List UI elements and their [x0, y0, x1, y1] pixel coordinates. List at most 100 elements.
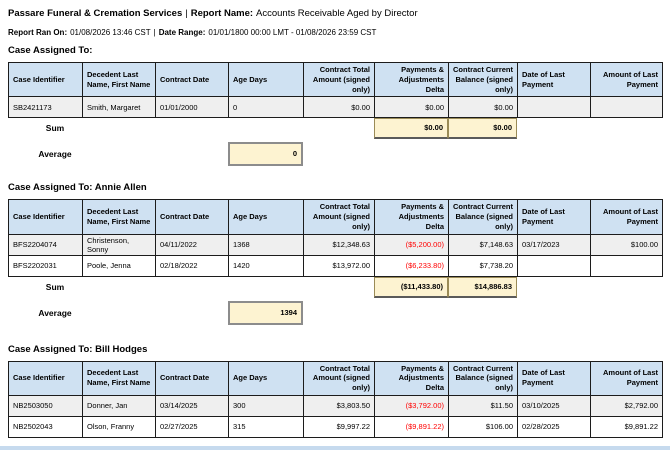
col-header-current-balance: Contract Current Balance (signed only) [448, 199, 518, 235]
average-row: Average 0 [8, 142, 670, 167]
report-name-label: Report Name: [190, 8, 254, 19]
decedent-name-cell: Christenson, Sonny [82, 233, 156, 256]
last-payment-amount-cell [590, 96, 663, 119]
last-payment-amount-cell: $2,792.00 [590, 394, 663, 417]
decedent-name-cell: Poole, Jenna [82, 254, 156, 277]
header-row: Case Identifier Decedent Last Name, Firs… [8, 360, 663, 396]
col-header-age-days: Age Days [228, 199, 304, 235]
last-payment-date-cell [517, 254, 591, 277]
report-meta-line: Report Ran On: 01/08/2026 13:46 CST | Date … [8, 28, 662, 37]
header-row: Case Identifier Decedent Last Name, Firs… [8, 199, 663, 235]
col-header-payments-delta: Payments & Adjustments Delta [374, 199, 449, 235]
last-payment-amount-cell: $100.00 [590, 233, 663, 256]
col-header-last-payment-date: Date of Last Payment [517, 360, 591, 396]
case-identifier-cell: BFS2204074 [8, 233, 83, 256]
contract-total-cell: $9,997.22 [303, 415, 375, 438]
col-header-contract-date: Contract Date [155, 199, 229, 235]
section-bill-hodges: Case Assigned To: Bill Hodges Case Ident… [0, 344, 670, 438]
ar-table: Case Identifier Decedent Last Name, Firs… [8, 360, 663, 438]
section-unassigned: Case Assigned To: Case Identifier Decede… [0, 45, 670, 167]
ran-on-value: 01/08/2026 13:46 CST [70, 28, 151, 37]
contract-date-cell: 04/11/2022 [155, 233, 229, 256]
decedent-name-cell: Donner, Jan [82, 394, 156, 417]
col-header-last-payment-amount: Amount of Last Payment [590, 360, 663, 396]
report-title-line: Passare Funeral & Cremation Services | Rep… [8, 8, 662, 19]
contract-total-cell: $0.00 [303, 96, 375, 119]
col-header-last-payment-date: Date of Last Payment [517, 199, 591, 235]
col-header-current-balance: Contract Current Balance (signed only) [448, 61, 518, 98]
case-identifier-cell: SB2421173 [8, 96, 83, 119]
col-header-case-identifier: Case Identifier [8, 199, 83, 235]
sum-row: Sum ($11,433.80) $14,886.83 [8, 276, 670, 298]
payments-delta-cell: ($6,233.80) [374, 254, 449, 277]
separator: | [185, 8, 188, 19]
last-payment-date-cell: 02/28/2025 [517, 415, 591, 438]
col-header-contract-date: Contract Date [155, 61, 229, 98]
last-payment-date-cell [517, 96, 591, 119]
col-header-current-balance: Contract Current Balance (signed only) [448, 360, 518, 396]
col-header-decedent-name: Decedent Last Name, First Name [82, 61, 156, 98]
col-header-last-payment-amount: Amount of Last Payment [590, 61, 663, 98]
section-title: Case Assigned To: [8, 45, 93, 56]
contract-date-cell: 02/27/2025 [155, 415, 229, 438]
col-header-contract-total: Contract Total Amount (signed only) [303, 360, 375, 396]
average-label: Average [38, 149, 72, 160]
section-title: Case Assigned To: Annie Allen [8, 182, 147, 194]
col-header-case-identifier: Case Identifier [8, 360, 83, 396]
sum-label: Sum [45, 281, 65, 292]
col-header-contract-total: Contract Total Amount (signed only) [303, 199, 375, 235]
company-name: Passare Funeral & Cremation Services [8, 8, 183, 19]
contract-total-cell: $3,803.50 [303, 394, 375, 417]
average-age-days: 0 [228, 142, 303, 167]
current-balance-cell: $7,148.63 [448, 233, 518, 256]
age-days-cell: 1420 [228, 254, 304, 277]
col-header-age-days: Age Days [228, 61, 304, 98]
current-balance-cell: $106.00 [448, 415, 518, 438]
payments-delta-cell: ($5,200.00) [374, 233, 449, 256]
last-payment-date-cell: 03/10/2025 [517, 394, 591, 417]
age-days-cell: 315 [228, 415, 304, 438]
section-annie-allen: Case Assigned To: Annie Allen Case Ident… [0, 182, 670, 325]
last-payment-date-cell: 03/17/2023 [517, 233, 591, 256]
col-header-contract-date: Contract Date [155, 360, 229, 396]
current-balance-cell: $11.50 [448, 394, 518, 417]
contract-total-cell: $13,972.00 [303, 254, 375, 277]
contract-date-cell: 02/18/2022 [155, 254, 229, 277]
col-header-case-identifier: Case Identifier [8, 61, 83, 98]
col-header-last-payment-date: Date of Last Payment [517, 61, 591, 98]
payments-delta-cell: ($3,792.00) [374, 394, 449, 417]
table-row: NB2503050 Donner, Jan 03/14/2025 300 $3,… [8, 394, 663, 417]
last-payment-amount-cell: $9,891.22 [590, 415, 663, 438]
case-identifier-cell: NB2502043 [8, 415, 83, 438]
last-payment-amount-cell [590, 254, 663, 277]
col-header-age-days: Age Days [228, 360, 304, 396]
sum-current-balance: $14,886.83 [448, 276, 517, 298]
table-row: BFS2202031 Poole, Jenna 02/18/2022 1420 … [8, 254, 663, 277]
decedent-name-cell: Olson, Franny [82, 415, 156, 438]
separator: | [153, 28, 156, 37]
ran-on-label: Report Ran On: [8, 28, 68, 37]
case-identifier-cell: BFS2202031 [8, 254, 83, 277]
report-name-value: Accounts Receivable Aged by Director [256, 8, 418, 19]
header-row: Case Identifier Decedent Last Name, Firs… [8, 61, 663, 98]
payments-delta-cell: $0.00 [374, 96, 449, 119]
sum-payments-delta: ($11,433.80) [374, 276, 448, 298]
sum-label: Sum [45, 123, 65, 134]
viewport-bottom-strip [0, 446, 670, 450]
col-header-decedent-name: Decedent Last Name, First Name [82, 199, 156, 235]
table-row: BFS2204074 Christenson, Sonny 04/11/2022… [8, 233, 663, 256]
average-label: Average [38, 307, 72, 318]
age-days-cell: 300 [228, 394, 304, 417]
table-row: SB2421173 Smith, Margaret 01/01/2000 0 $… [8, 96, 663, 119]
date-range-label: Date Range: [158, 28, 206, 37]
payments-delta-cell: ($9,891.22) [374, 415, 449, 438]
age-days-cell: 1368 [228, 233, 304, 256]
sum-payments-delta: $0.00 [374, 118, 448, 140]
col-header-last-payment-amount: Amount of Last Payment [590, 199, 663, 235]
decedent-name-cell: Smith, Margaret [82, 96, 156, 119]
ar-table: Case Identifier Decedent Last Name, Firs… [8, 199, 663, 277]
col-header-payments-delta: Payments & Adjustments Delta [374, 61, 449, 98]
section-title: Case Assigned To: Bill Hodges [8, 343, 148, 355]
sum-row: Sum $0.00 $0.00 [8, 118, 670, 140]
average-row: Average 1394 [8, 300, 670, 325]
